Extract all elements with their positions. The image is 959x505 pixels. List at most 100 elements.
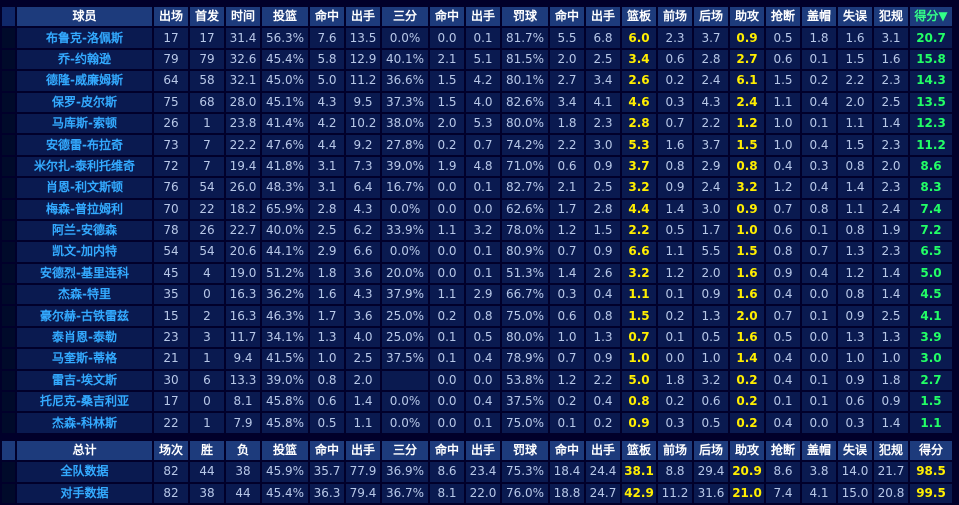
stat-cell: 32.6 — [226, 49, 260, 70]
column-header[interactable]: 首发 — [190, 7, 224, 27]
stat-cell: 1.9 — [874, 220, 908, 241]
player-name-link[interactable]: 布鲁克-洛佩斯 — [17, 28, 152, 48]
column-header[interactable]: 出场 — [154, 7, 188, 27]
stat-cell: 42.9 — [622, 483, 656, 503]
stat-cell: 1.4 — [874, 113, 908, 134]
stat-cell: 0.4 — [802, 92, 836, 112]
stat-cell: 26 — [154, 113, 188, 134]
player-name-link[interactable]: 保罗-皮尔斯 — [17, 92, 152, 112]
player-name-link[interactable]: 马奎斯-蒂格 — [17, 349, 152, 369]
stat-cell: 1.1 — [430, 220, 464, 241]
column-header[interactable]: 犯规 — [874, 7, 908, 27]
player-name-link[interactable]: 乔-约翰逊 — [17, 49, 152, 70]
stat-cell: 3.9 — [910, 327, 952, 348]
stat-cell: 3.7 — [694, 135, 728, 155]
player-name-link[interactable]: 安德烈-基里连科 — [17, 263, 152, 284]
column-header[interactable]: 出手 — [346, 7, 380, 27]
stat-cell: 0.5 — [466, 327, 500, 348]
player-name-link[interactable]: 托尼克-桑吉利亚 — [17, 392, 152, 412]
stat-cell: 0.7 — [766, 199, 800, 219]
column-header[interactable]: 罚球 — [502, 7, 548, 27]
stat-cell: 4.3 — [346, 199, 380, 219]
separator-cell — [586, 434, 620, 439]
totals-column-header: 前场 — [658, 440, 692, 461]
stat-cell: 17 — [154, 392, 188, 412]
column-header[interactable]: 抢断 — [766, 7, 800, 27]
stat-cell: 11.2 — [910, 135, 952, 155]
stat-cell: 0.4 — [466, 392, 500, 412]
stat-cell: 20.0% — [382, 263, 428, 284]
stat-cell: 4.3 — [310, 92, 344, 112]
column-header[interactable]: 出手 — [466, 7, 500, 27]
totals-column-header: 三分 — [382, 440, 428, 461]
stat-cell: 2.4 — [694, 71, 728, 91]
stat-cell: 0.0% — [382, 413, 428, 433]
stat-cell: 0.6 — [694, 392, 728, 412]
stat-cell: 3 — [190, 327, 224, 348]
player-name-link[interactable]: 马库斯-索顿 — [17, 113, 152, 134]
stat-cell: 3.2 — [622, 178, 656, 198]
stat-cell: 0.1 — [766, 392, 800, 412]
stat-cell: 1.4 — [550, 263, 584, 284]
stat-cell: 1.5 — [730, 135, 764, 155]
sort-column-points[interactable]: 得分▼ — [910, 7, 952, 27]
player-name-link[interactable]: 雷吉-埃文斯 — [17, 370, 152, 391]
stat-cell: 82.7% — [502, 178, 548, 198]
stat-cell: 2.5 — [586, 49, 620, 70]
column-header[interactable]: 命中 — [310, 7, 344, 27]
stat-cell: 38 — [226, 462, 260, 482]
player-name-link[interactable]: 德隆-威廉姆斯 — [17, 71, 152, 91]
player-name-link[interactable]: 豪尔赫-古铁雷兹 — [17, 306, 152, 326]
column-header[interactable]: 三分 — [382, 7, 428, 27]
stat-cell: 22 — [154, 413, 188, 433]
stat-cell: 4.2 — [466, 71, 500, 91]
stat-cell: 3.2 — [466, 220, 500, 241]
stat-cell: 66.7% — [502, 285, 548, 305]
column-header[interactable]: 失误 — [838, 7, 872, 27]
stat-cell: 5.5 — [694, 242, 728, 262]
player-name-link[interactable]: 阿兰-安德森 — [17, 220, 152, 241]
column-header[interactable]: 前场 — [658, 7, 692, 27]
stat-cell: 0.4 — [802, 135, 836, 155]
table-row: 阿兰-安德森 78 26 22.7 40.0% 2.5 6.2 33.9% 1.1 3.2 78.0… — [2, 220, 952, 241]
stat-cell: 2.0 — [550, 49, 584, 70]
column-header[interactable]: 时间 — [226, 7, 260, 27]
stat-cell: 12.3 — [910, 113, 952, 134]
player-name-link[interactable]: 米尔扎-泰利托维奇 — [17, 156, 152, 177]
player-name-link[interactable]: 肖恩-利文斯顿 — [17, 178, 152, 198]
row-marker — [2, 220, 15, 241]
stat-cell: 25.0% — [382, 327, 428, 348]
table-row: 安德烈-基里连科 45 4 19.0 51.2% 1.8 3.6 20.0% 0.0 0.1 51.… — [2, 263, 952, 284]
table-row: 肖恩-利文斯顿 76 54 26.0 48.3% 3.1 6.4 16.7% 0.0 0.1 82.… — [2, 178, 952, 198]
player-name-link[interactable]: 泰肖恩-泰勒 — [17, 327, 152, 348]
player-name-link[interactable]: 杰森-特里 — [17, 285, 152, 305]
row-marker — [2, 327, 15, 348]
stat-cell: 11.2 — [346, 71, 380, 91]
player-name-link[interactable]: 凯文-加内特 — [17, 242, 152, 262]
stat-cell: 16.3 — [226, 285, 260, 305]
stat-cell: 2.9 — [310, 242, 344, 262]
stat-cell: 2.9 — [466, 285, 500, 305]
player-name-link[interactable]: 杰森-科林斯 — [17, 413, 152, 433]
stat-cell: 1.5 — [838, 49, 872, 70]
row-marker — [2, 156, 15, 177]
stat-cell: 2.0 — [346, 370, 380, 391]
column-header[interactable]: 篮板 — [622, 7, 656, 27]
stat-cell: 0.0% — [382, 392, 428, 412]
player-name-link[interactable]: 安德雷-布拉奇 — [17, 135, 152, 155]
column-header[interactable]: 命中 — [550, 7, 584, 27]
column-header[interactable]: 盖帽 — [802, 7, 836, 27]
stat-cell: 2.3 — [874, 135, 908, 155]
stat-cell: 2.0 — [874, 156, 908, 177]
separator-cell — [430, 434, 464, 439]
player-name-link[interactable]: 梅森-普拉姆利 — [17, 199, 152, 219]
column-header[interactable]: 出手 — [586, 7, 620, 27]
stat-cell: 0.6 — [766, 220, 800, 241]
column-header[interactable]: 助攻 — [730, 7, 764, 27]
stat-cell: 2.5 — [310, 220, 344, 241]
stat-cell: 0.0 — [802, 349, 836, 369]
stat-cell: 0.8 — [622, 392, 656, 412]
column-header[interactable]: 后场 — [694, 7, 728, 27]
column-header[interactable]: 命中 — [430, 7, 464, 27]
column-header[interactable]: 投篮 — [262, 7, 308, 27]
